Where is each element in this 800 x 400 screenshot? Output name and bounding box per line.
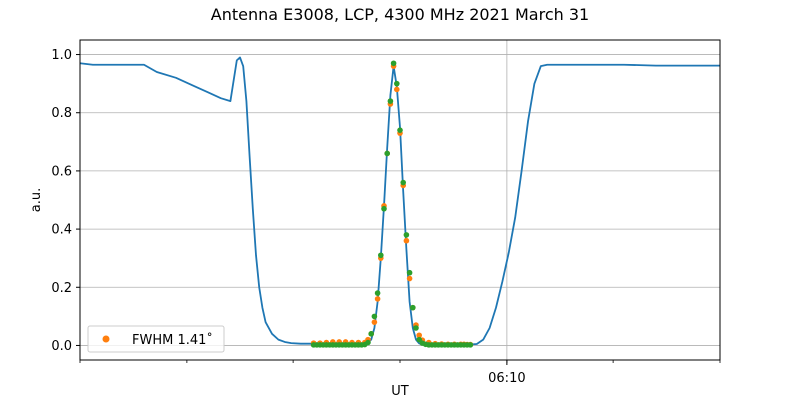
line-series: [79, 56, 720, 346]
data-point: [368, 331, 375, 337]
y-tick-label: 0.2: [51, 281, 72, 296]
x-axis-ticks: 06:10: [79, 360, 721, 386]
data-point: [394, 80, 400, 87]
fit-point: [406, 275, 413, 282]
scatter-fit-series: [310, 63, 474, 348]
data-point: [378, 252, 384, 259]
legend-marker: [102, 335, 110, 343]
y-tick-label: 0.0: [51, 339, 72, 354]
y-tick-label: 0.6: [51, 164, 72, 179]
data-point: [374, 290, 381, 296]
data-point: [365, 339, 371, 346]
fit-point: [394, 86, 400, 93]
fit-point: [374, 296, 381, 302]
data-point: [467, 342, 474, 348]
y-tick-label: 1.0: [51, 48, 72, 63]
data-point: [381, 205, 387, 212]
data-point: [413, 325, 419, 331]
data-point: [390, 60, 397, 67]
data-point: [397, 127, 403, 133]
data-line: [79, 56, 720, 346]
data-point: [384, 150, 391, 157]
legend: FWHM 1.41˚: [87, 325, 225, 353]
data-point: [387, 98, 394, 104]
plot-frame: [79, 39, 721, 361]
y-tick-label: 0.8: [51, 106, 72, 121]
y-axis-label: a.u.: [29, 188, 44, 212]
fit-point: [416, 332, 423, 339]
grid: [80, 40, 720, 360]
y-axis-ticks: 0.0 0.2 0.4 0.6 0.8 1.0: [51, 48, 80, 354]
legend-box: [87, 325, 225, 353]
x-axis-label: UT: [391, 384, 409, 399]
data-point: [406, 269, 413, 276]
legend-label: FWHM 1.41˚: [132, 332, 213, 348]
data-point: [403, 232, 410, 238]
y-tick-label: 0.4: [51, 223, 72, 238]
data-point: [400, 179, 407, 186]
chart-title: Antenna E3008, LCP, 4300 MHz 2021 March …: [211, 5, 589, 24]
fit-point: [371, 319, 378, 325]
scatter-point-series: [310, 60, 474, 348]
data-point: [410, 304, 416, 311]
data-point: [371, 313, 378, 320]
fit-point: [403, 237, 410, 244]
x-tick-label: 06:10: [488, 371, 525, 386]
